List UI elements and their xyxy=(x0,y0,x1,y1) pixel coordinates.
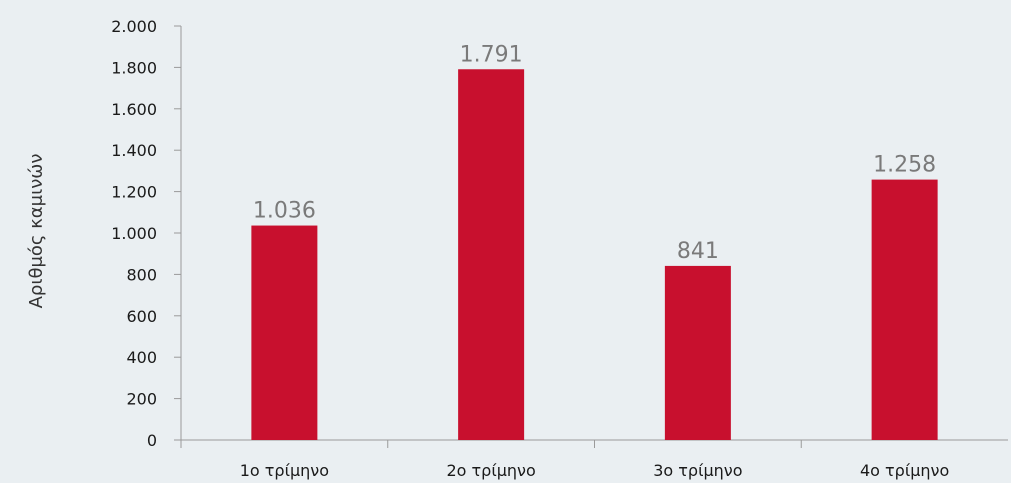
bar-value-label: 841 xyxy=(677,239,719,264)
bar xyxy=(871,179,938,440)
data-labels: 1.036 1.791 841 1.258 xyxy=(253,42,936,264)
y-tick-label: 1.000 xyxy=(111,224,157,243)
y-tick-label: 1.800 xyxy=(111,58,157,77)
bar-value-label: 1.036 xyxy=(253,199,316,224)
category-label: 3ο τρίμηνο xyxy=(653,461,742,480)
y-ticks: 0 200 400 600 800 1.000 1.200 1.400 1.600 1.800 2.… xyxy=(111,17,181,450)
bar-value-label: 1.258 xyxy=(873,153,936,178)
y-axis-title: Αριθμός καμινών xyxy=(26,154,47,309)
bars xyxy=(251,69,938,440)
bar xyxy=(458,69,525,440)
y-tick-label: 1.200 xyxy=(111,183,157,202)
y-tick-label: 2.000 xyxy=(111,17,157,36)
bar xyxy=(664,265,731,440)
y-tick-label: 1.600 xyxy=(111,100,157,119)
category-label: 4ο τρίμηνο xyxy=(860,461,949,480)
y-tick-label: 1.400 xyxy=(111,141,157,160)
bar xyxy=(251,225,318,440)
y-tick-label: 600 xyxy=(126,307,157,326)
y-tick-label: 0 xyxy=(147,431,157,450)
x-labels: 1ο τρίμηνο 2ο τρίμηνο 3ο τρίμηνο 4ο τρίμηνο xyxy=(240,461,950,480)
y-tick-label: 400 xyxy=(126,348,157,367)
category-label: 2ο τρίμηνο xyxy=(446,461,535,480)
category-label: 1ο τρίμηνο xyxy=(240,461,329,480)
bar-value-label: 1.791 xyxy=(460,42,523,67)
y-tick-label: 800 xyxy=(126,265,157,284)
y-tick-label: 200 xyxy=(126,390,157,409)
